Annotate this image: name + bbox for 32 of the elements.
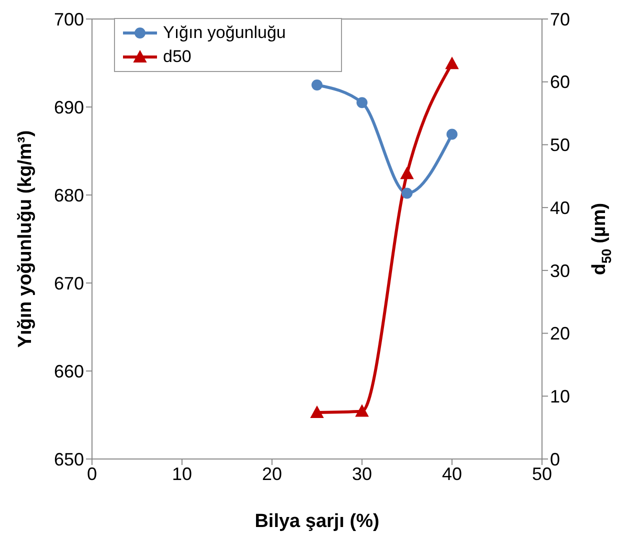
y-axis-title: Yığın yoğunluğu (kg/m³) [15, 130, 36, 348]
y2-tick-label: 20 [550, 324, 570, 344]
y-tick-label: 660 [54, 361, 84, 382]
y2-tick-label: 60 [550, 72, 570, 92]
point [312, 80, 322, 90]
point [446, 57, 458, 70]
y2-tick-label: 10 [550, 386, 570, 407]
y2-tick-label: 30 [550, 260, 570, 281]
x-tick-label: 40 [442, 464, 462, 484]
x-axis-title: Bilya şarjı (%) [254, 511, 380, 532]
y2-tick-label: 50 [550, 135, 570, 156]
x-tick-label: 50 [532, 464, 552, 484]
y-tick-label: 690 [54, 97, 84, 118]
point [310, 406, 324, 418]
y-tick-label: 700 [54, 9, 84, 30]
legend-label: Yığın yoğunluğu [163, 22, 286, 44]
x-tick-label: 20 [262, 464, 282, 484]
y2-tick-label: 40 [550, 198, 570, 218]
point [356, 97, 368, 108]
point [400, 167, 414, 180]
point [356, 404, 368, 417]
point [446, 128, 458, 140]
x-tick-label: 30 [352, 464, 372, 484]
x-tick-label: 0 [86, 464, 98, 484]
point [402, 188, 412, 199]
y-tick-label: 670 [54, 273, 84, 294]
legend-label: d50 [163, 46, 192, 68]
y-tick-label: 650 [54, 449, 84, 470]
x-tick-label: 10 [172, 464, 192, 484]
y-tick-label: 680 [54, 185, 84, 206]
y2-tick-label: 70 [550, 9, 570, 30]
y2-tick-label: 0 [550, 449, 560, 470]
